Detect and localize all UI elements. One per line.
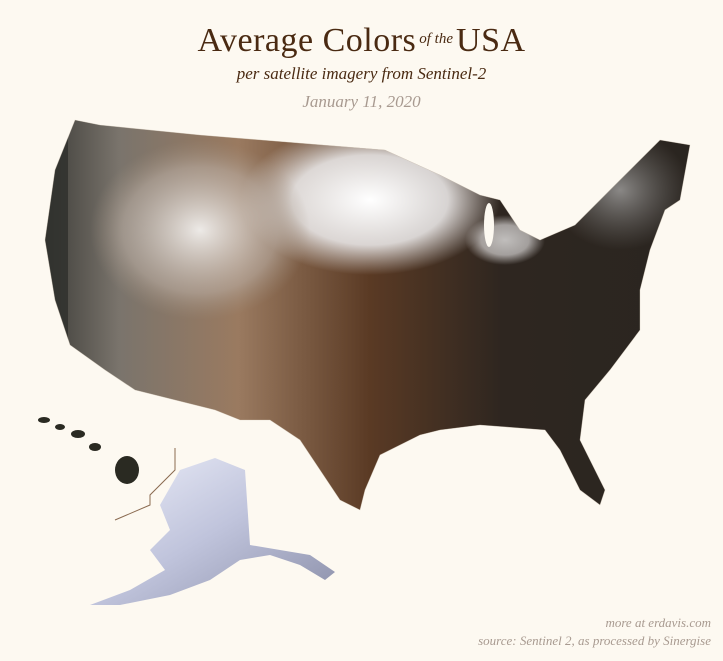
inset-divider	[114, 448, 176, 521]
title-main-left: Average Colors	[197, 22, 417, 59]
rocky-mountains-snow	[90, 140, 310, 320]
alaska	[90, 458, 335, 605]
map-subtitle: per satellite imagery from Sentinel-2	[236, 64, 487, 83]
map-title: Average Colors of theUSA	[0, 22, 723, 60]
title-connector: of the	[419, 31, 454, 47]
credits: more at erdavis.com source: Sentinel 2, …	[478, 614, 711, 650]
northeast-gray	[550, 130, 690, 250]
map-date: January 11, 2020	[302, 92, 421, 111]
lake-michigan	[484, 203, 494, 247]
hawaii	[38, 417, 139, 484]
credits-source: source: Sentinel 2, as processed by Sine…	[478, 633, 711, 648]
contiguous-us	[45, 120, 690, 510]
title-main-right: USA	[456, 22, 526, 59]
pacific-coast-dark	[45, 120, 68, 410]
credits-more-link[interactable]: more at erdavis.com	[605, 615, 711, 630]
